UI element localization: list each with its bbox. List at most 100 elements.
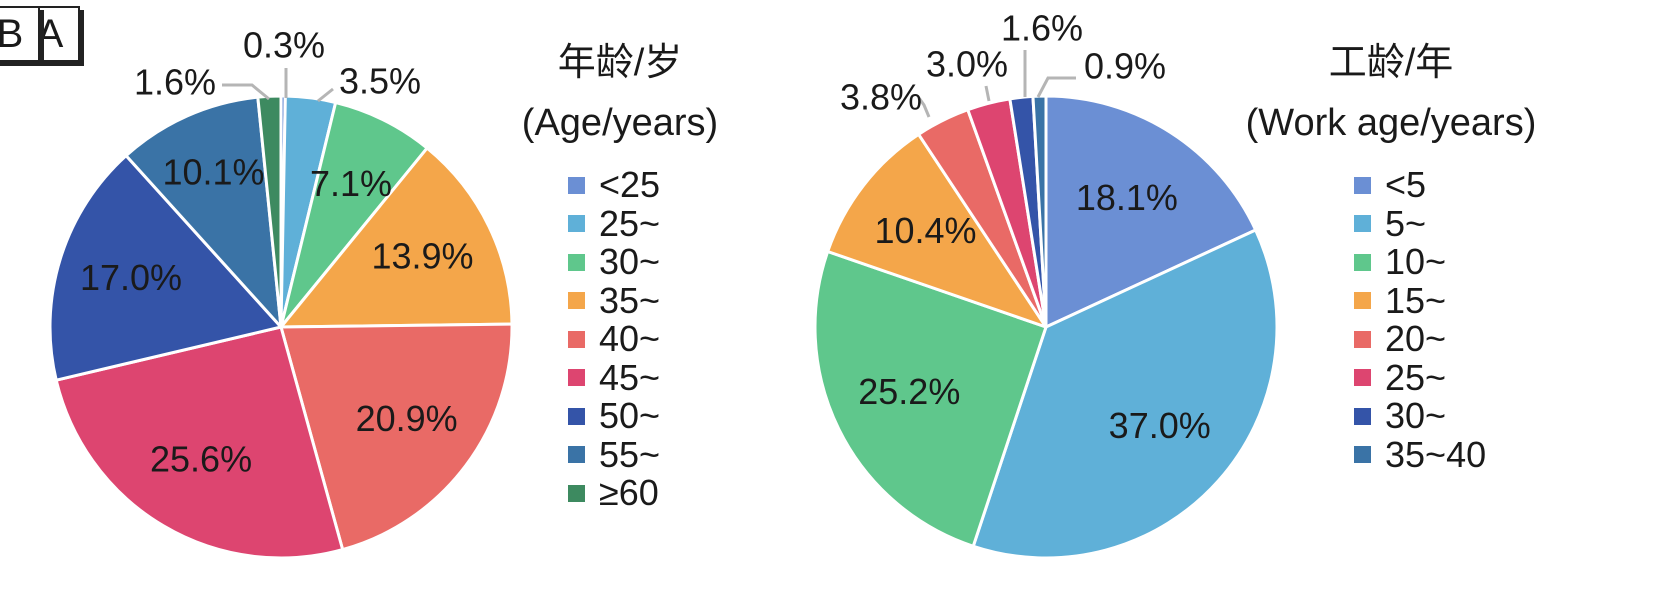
legend-swatch (568, 215, 585, 233)
pie-slice-3 (279, 101, 429, 329)
legend-item-4: 35~ (568, 279, 661, 321)
legend-item-8: 55~ (568, 433, 661, 475)
pie-slice-7 (48, 154, 283, 382)
legend-item-6: 45~ (568, 356, 661, 398)
legend-swatch (1354, 253, 1371, 271)
legend-item-2: 5~ (1354, 202, 1486, 244)
pie-slice-1 (1044, 94, 1258, 329)
legend-swatch (568, 176, 585, 194)
legend-swatch (568, 369, 585, 387)
legend-item-1: <25 (568, 164, 661, 206)
pie-slice-3 (813, 249, 1048, 548)
legend-swatch (1354, 215, 1371, 233)
legend-item-2: 25~ (568, 202, 661, 244)
leader-line-8 (1036, 76, 1076, 98)
legend-a-title-en: (Age/years) (521, 102, 719, 144)
legend-label: 35~40 (1385, 433, 1487, 475)
legend-label: 50~ (599, 395, 661, 437)
legend-item-6: 25~ (1354, 356, 1486, 398)
panel-a: A 0.3% 3.5% 7.1% 13.9% 20.9% 25.6% 17.0% 10.1% 1… (0, 0, 836, 602)
legend-b: <5 5~ 10~ 15~ 20~ 25~ 30~ 35~40 (1354, 164, 1487, 475)
legend-label: 45~ (599, 356, 661, 398)
leader-line-2 (317, 87, 334, 103)
pie-slice-4 (826, 132, 1048, 329)
legend-label: 25~ (1385, 356, 1447, 398)
data-label-4: 10.4% (874, 210, 976, 251)
legend-item-3: 10~ (1354, 241, 1486, 283)
panel-b-label: B (0, 6, 40, 62)
data-label-1: 0.3% (243, 25, 325, 66)
legend-item-3: 30~ (568, 241, 661, 283)
pie-slices (48, 94, 514, 560)
legend-item-8: 35~40 (1354, 433, 1487, 475)
data-label-7: 1.6% (1001, 8, 1083, 49)
legend-item-5: 20~ (1354, 318, 1486, 360)
legend-b-title-en: (Work age/years) (1245, 102, 1537, 144)
legend-label: 15~ (1385, 279, 1447, 321)
pie-slice-4 (279, 146, 514, 329)
legend-swatch (568, 292, 585, 310)
data-label-2: 3.5% (339, 61, 421, 102)
data-label-4: 13.9% (371, 235, 473, 276)
legend-swatch (1354, 369, 1371, 387)
pie-labels: 0.3% 3.5% 7.1% 13.9% 20.9% 25.6% 17.0% 10.1% 1.6… (80, 25, 474, 480)
leader-line-9 (222, 83, 270, 101)
legend-label: 30~ (599, 241, 661, 283)
legend-label: 10~ (1385, 241, 1447, 283)
data-label-3: 25.2% (858, 371, 960, 412)
pie-labels: 18.1% 37.0% 25.2% 10.4% 3.8%3.0%1.6%0.9% (840, 8, 1211, 447)
legend-label: 40~ (599, 318, 661, 360)
data-label-6: 25.6% (150, 439, 252, 480)
legend-b-title: 工龄/年 (Work age/years) (1226, 40, 1556, 146)
data-label-5: 20.9% (356, 398, 458, 439)
legend-item-7: 30~ (1354, 395, 1486, 437)
legend-label: 25~ (599, 202, 661, 244)
legend-label: <25 (599, 164, 661, 206)
pie-chart-b: 18.1% 37.0% 25.2% 10.4% 3.8%3.0%1.6%0.9% (813, 8, 1279, 560)
legend-label: 20~ (1385, 318, 1447, 360)
legend-swatch (1354, 292, 1371, 310)
legend-item-4: 15~ (1354, 279, 1486, 321)
legend-label: ≥60 (599, 472, 659, 514)
legend-swatch (1354, 330, 1371, 348)
legend-b-title-cn: 工龄/年 (1328, 42, 1454, 84)
legend-item-9: ≥60 (568, 472, 660, 514)
legend-swatch (1354, 446, 1371, 464)
data-label-6: 3.0% (926, 44, 1008, 85)
legend-label: <5 (1385, 164, 1427, 206)
legend-label: 30~ (1385, 395, 1447, 437)
legend-label: 35~ (599, 279, 661, 321)
legend-swatch (1354, 176, 1371, 194)
legend-swatch (568, 407, 585, 425)
data-label-1: 18.1% (1076, 177, 1178, 218)
data-label-2: 37.0% (1109, 405, 1211, 446)
leader-line-5 (917, 97, 931, 118)
legend-a: <25 25~ 30~ 35~ 40~ 45~ 50~ 55~ ≥60 (568, 164, 661, 514)
legend-swatch (568, 484, 585, 502)
legend-item-1: <5 (1354, 164, 1486, 206)
pie-slice-8 (124, 95, 283, 329)
leader-line-6 (984, 85, 991, 102)
data-label-9: 1.6% (134, 62, 216, 103)
pie-chart-a: 0.3% 3.5% 7.1% 13.9% 20.9% 25.6% 17.0% 10.1% 1.6… (48, 25, 514, 560)
pie-slice-5 (279, 322, 514, 552)
legend-label: 55~ (599, 433, 661, 475)
pie-slice-9 (256, 94, 283, 329)
legend-a-title: 年龄/岁 (Age/years) (505, 40, 735, 146)
data-label-3: 7.1% (310, 163, 392, 204)
data-label-8: 0.9% (1084, 46, 1166, 87)
legend-swatch (568, 253, 585, 271)
data-label-7: 17.0% (80, 257, 182, 298)
data-label-5: 3.8% (840, 77, 922, 118)
legend-a-title-cn: 年龄/岁 (557, 42, 683, 84)
pie-slice-2 (971, 228, 1279, 560)
legend-swatch (568, 330, 585, 348)
pie-slice-6 (54, 325, 345, 560)
pie-slices (813, 94, 1279, 560)
legend-swatch (1354, 407, 1371, 425)
legend-swatch (568, 446, 585, 464)
legend-label: 5~ (1385, 202, 1427, 244)
legend-item-5: 40~ (568, 318, 661, 360)
legend-item-7: 50~ (568, 395, 661, 437)
